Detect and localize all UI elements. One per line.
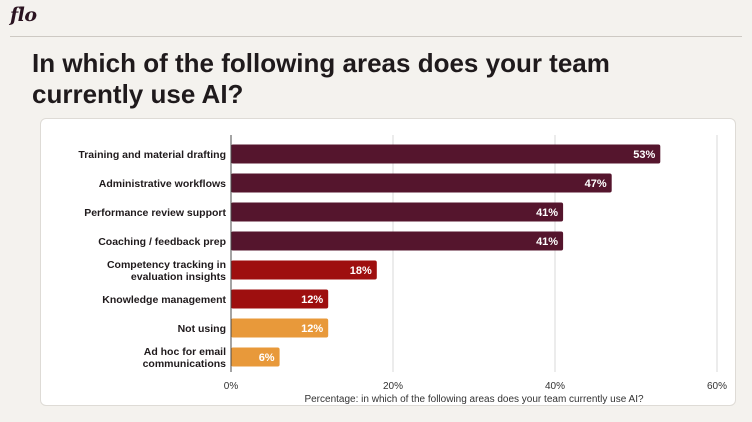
category-label: Coaching / feedback prep — [98, 236, 226, 248]
category-label: evaluation insights — [131, 271, 226, 283]
x-tick-label: 40% — [545, 381, 565, 392]
bar — [231, 260, 377, 280]
bar-chart: 53% Training and material drafting 47% Admi… — [78, 135, 727, 405]
category-label: Training and material drafting — [78, 149, 226, 161]
brand-logo: flo — [10, 4, 37, 26]
bar-value-label: 12% — [301, 294, 323, 306]
bar — [231, 173, 612, 193]
category-label: Administrative workflows — [99, 178, 226, 190]
bar — [231, 144, 661, 164]
bar-value-label: 12% — [301, 323, 323, 335]
category-label: Ad hoc for email — [144, 346, 226, 358]
bar-value-label: 41% — [536, 236, 558, 248]
header-divider — [10, 36, 742, 37]
bar-value-label: 18% — [350, 265, 372, 277]
category-label: Not using — [178, 323, 226, 335]
category-label: communications — [143, 358, 227, 370]
category-label: Knowledge management — [102, 294, 226, 306]
bar-value-label: 6% — [259, 352, 275, 364]
x-axis-title: Percentage: in which of the following ar… — [304, 394, 644, 405]
bar-value-label: 41% — [536, 207, 558, 219]
bar-value-label: 47% — [585, 178, 607, 190]
bar — [231, 289, 329, 309]
x-tick-label: 60% — [707, 381, 727, 392]
page-title: In which of the following areas does you… — [32, 48, 610, 109]
bar — [231, 347, 280, 367]
bar — [231, 231, 564, 251]
category-label: Performance review support — [84, 207, 226, 219]
bar — [231, 318, 329, 338]
chart-card: 53% Training and material drafting 47% Admi… — [40, 118, 736, 406]
x-tick-label: 0% — [224, 381, 239, 392]
bar — [231, 202, 564, 222]
x-tick-label: 20% — [383, 381, 403, 392]
bar-value-label: 53% — [633, 149, 655, 161]
category-label: Competency tracking in — [107, 259, 226, 271]
